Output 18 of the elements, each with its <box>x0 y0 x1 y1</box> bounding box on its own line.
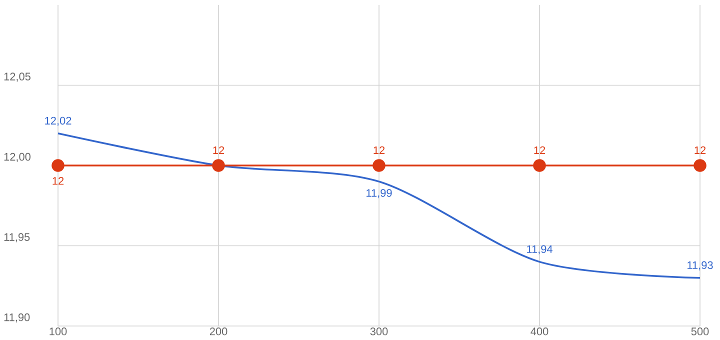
x-tick-label: 400 <box>530 328 548 336</box>
y-tick-label: 12,00 <box>4 152 31 162</box>
x-tick-label: 100 <box>50 328 67 336</box>
x-tick-label: 200 <box>210 328 228 336</box>
y-tick-label: 12,05 <box>4 72 30 82</box>
x-tick-label: 300 <box>370 328 388 336</box>
y-tick-label: 11,95 <box>4 233 30 242</box>
data-label: 12 <box>694 146 706 154</box>
data-label: 12,02 <box>45 116 72 126</box>
data-label: 11,99 <box>366 189 392 198</box>
data-label: 12 <box>534 146 546 154</box>
y-tick-label: 11,90 <box>4 313 30 322</box>
data-label: 11,94 <box>527 245 552 254</box>
data-label: 12 <box>52 177 64 185</box>
data-label: 11,93 <box>688 261 713 270</box>
data-label: 12 <box>374 146 385 154</box>
data-label: 12 <box>213 146 224 154</box>
x-tick-label: 500 <box>691 328 709 336</box>
